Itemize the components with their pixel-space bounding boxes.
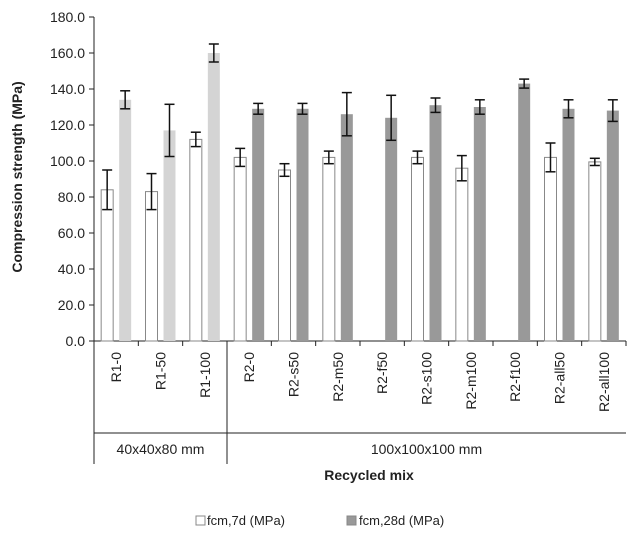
bar-7d	[233, 156, 247, 342]
x-tick-label: R2-all100	[596, 352, 612, 412]
legend-label-7d: fcm,7d (MPa)	[207, 513, 285, 528]
x-tick-label: R2-s50	[286, 352, 302, 397]
y-tick-label: 20.0	[58, 297, 85, 313]
bar-7d	[411, 156, 424, 342]
x-tick-label: R2-f50	[374, 352, 390, 394]
x-tick-label: R1-0	[108, 352, 124, 383]
bar-28d	[385, 117, 398, 341]
x-tick-label: R2-m100	[463, 352, 479, 410]
legend-swatch-28d	[346, 515, 357, 526]
bar-28d	[252, 108, 265, 341]
bar-7d	[588, 161, 602, 342]
y-tick-label: 180.0	[50, 9, 85, 25]
bar-7d	[278, 169, 291, 342]
x-tick-label: R1-50	[153, 352, 169, 390]
bar-28d	[340, 114, 353, 341]
y-tick-label: 100.0	[50, 153, 85, 169]
y-tick-label: 120.0	[50, 117, 85, 133]
bar-7d	[189, 138, 203, 342]
bar-7d	[322, 156, 336, 342]
bar-7d	[455, 167, 469, 342]
x-tick-label: R2-0	[241, 352, 257, 383]
bar-28d	[119, 99, 132, 341]
y-tick-label: 60.0	[58, 225, 85, 241]
bar-7d	[100, 189, 114, 342]
x-axis-label: Recycled mix	[324, 467, 414, 483]
y-tick-label: 140.0	[50, 81, 85, 97]
y-tick-label: 80.0	[58, 189, 85, 205]
bar-28d	[163, 130, 176, 341]
y-axis-label: Compression strength (MPa)	[9, 81, 25, 272]
bar-7d	[145, 191, 158, 342]
bar-28d	[473, 107, 486, 341]
legend: fcm,7d (MPa) fcm,28d (MPa)	[195, 513, 444, 528]
bar-28d	[606, 110, 619, 341]
y-tick-label: 40.0	[58, 261, 85, 277]
bar-28d	[562, 108, 575, 341]
x-tick-label: R1-100	[197, 352, 213, 398]
bar-28d	[518, 83, 531, 341]
y-tick-label: 0.0	[66, 333, 86, 349]
legend-label-28d: fcm,28d (MPa)	[359, 513, 444, 528]
y-tick-label: 160.0	[50, 45, 85, 61]
bar-7d	[544, 156, 557, 342]
legend-swatch-7d	[195, 515, 206, 526]
bar-28d	[429, 105, 442, 341]
group-label: 40x40x80 mm	[117, 441, 205, 457]
x-tick-label: R2-s100	[419, 352, 435, 405]
x-tick-label: R2-m50	[330, 352, 346, 402]
x-tick-label: R2-all50	[552, 352, 568, 404]
bar-28d	[296, 108, 309, 341]
bar-28d	[207, 53, 220, 341]
group-label: 100x100x100 mm	[371, 441, 482, 457]
x-tick-label: R2-f100	[507, 352, 523, 402]
